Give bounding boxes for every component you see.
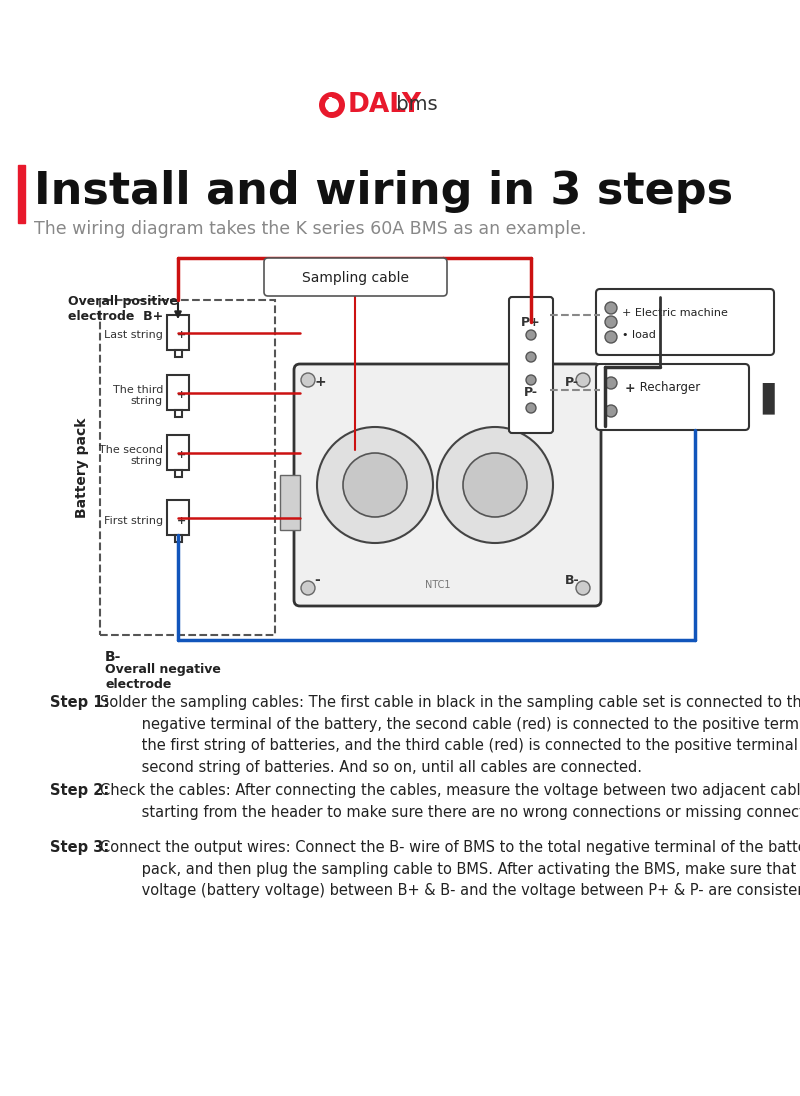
Circle shape [343,453,407,517]
FancyBboxPatch shape [596,364,749,430]
Text: + Electric machine: + Electric machine [622,308,728,318]
Text: +: + [176,515,186,525]
Bar [100,300,275,635]
Text: Check the cables: After connecting the cables, measure the voltage between two a: Check the cables: After connecting the c… [100,783,800,820]
Bar [167,315,189,350]
Circle shape [605,331,617,343]
Text: +: + [314,375,326,389]
Text: Last string: Last string [104,331,163,341]
Text: +: + [176,331,186,341]
Text: The third
string: The third string [113,385,163,407]
Bar [167,500,189,535]
Text: Battery pack: Battery pack [75,418,89,517]
Text: NTC1: NTC1 [425,580,450,590]
FancyBboxPatch shape [509,297,553,433]
Bar [174,470,182,477]
Circle shape [526,330,536,340]
Text: +: + [176,390,186,400]
Text: B-: B- [565,574,580,587]
Text: Step 2:: Step 2: [50,783,110,798]
Circle shape [605,406,617,416]
Circle shape [437,427,553,543]
Text: First string: First string [104,515,163,525]
Circle shape [526,352,536,362]
Circle shape [526,403,536,413]
Bar [167,435,189,470]
Text: P-: P- [565,376,579,389]
Text: B-: B- [105,650,122,664]
Text: ❯: ❯ [326,98,338,113]
Bar [167,375,189,410]
Circle shape [463,453,527,517]
Circle shape [317,427,433,543]
Bar [280,475,300,530]
Text: DALY: DALY [348,92,422,118]
FancyBboxPatch shape [294,364,601,606]
Text: Recharger: Recharger [636,381,700,395]
Circle shape [605,302,617,313]
FancyBboxPatch shape [264,258,447,296]
Circle shape [576,581,590,595]
Circle shape [301,373,315,387]
Text: ▐: ▐ [750,383,774,414]
Text: bms: bms [390,95,438,114]
Text: Step 3:: Step 3: [50,840,110,855]
Bar [18,165,25,222]
Circle shape [576,373,590,387]
Bar [174,410,182,416]
FancyBboxPatch shape [596,289,774,355]
Circle shape [319,92,345,118]
Circle shape [526,375,536,385]
Text: Install and wiring in 3 steps: Install and wiring in 3 steps [34,170,733,213]
Text: P-: P- [524,386,538,399]
Text: Sampling cable: Sampling cable [302,271,409,285]
Text: Overall negative
electrode: Overall negative electrode [105,663,221,690]
Text: -: - [314,573,320,587]
Text: P+: P+ [521,316,541,329]
Circle shape [301,581,315,595]
Text: +: + [625,381,636,395]
Bar [174,535,182,543]
Text: Overall positive
electrode  B+: Overall positive electrode B+ [68,295,178,323]
Circle shape [325,98,339,112]
Text: Solder the sampling cables: The first cable in black in the sampling cable set i: Solder the sampling cables: The first ca… [100,695,800,775]
Text: The wiring diagram takes the K series 60A BMS as an example.: The wiring diagram takes the K series 60… [34,220,586,238]
Text: • load: • load [622,330,656,340]
Text: The second
string: The second string [99,445,163,466]
Text: Step 1:: Step 1: [50,695,110,710]
Circle shape [605,316,617,328]
Text: Connect the output wires: Connect the B- wire of BMS to the total negative termi: Connect the output wires: Connect the B-… [100,840,800,899]
Text: +: + [176,450,186,460]
Bar [174,350,182,357]
Circle shape [605,377,617,389]
